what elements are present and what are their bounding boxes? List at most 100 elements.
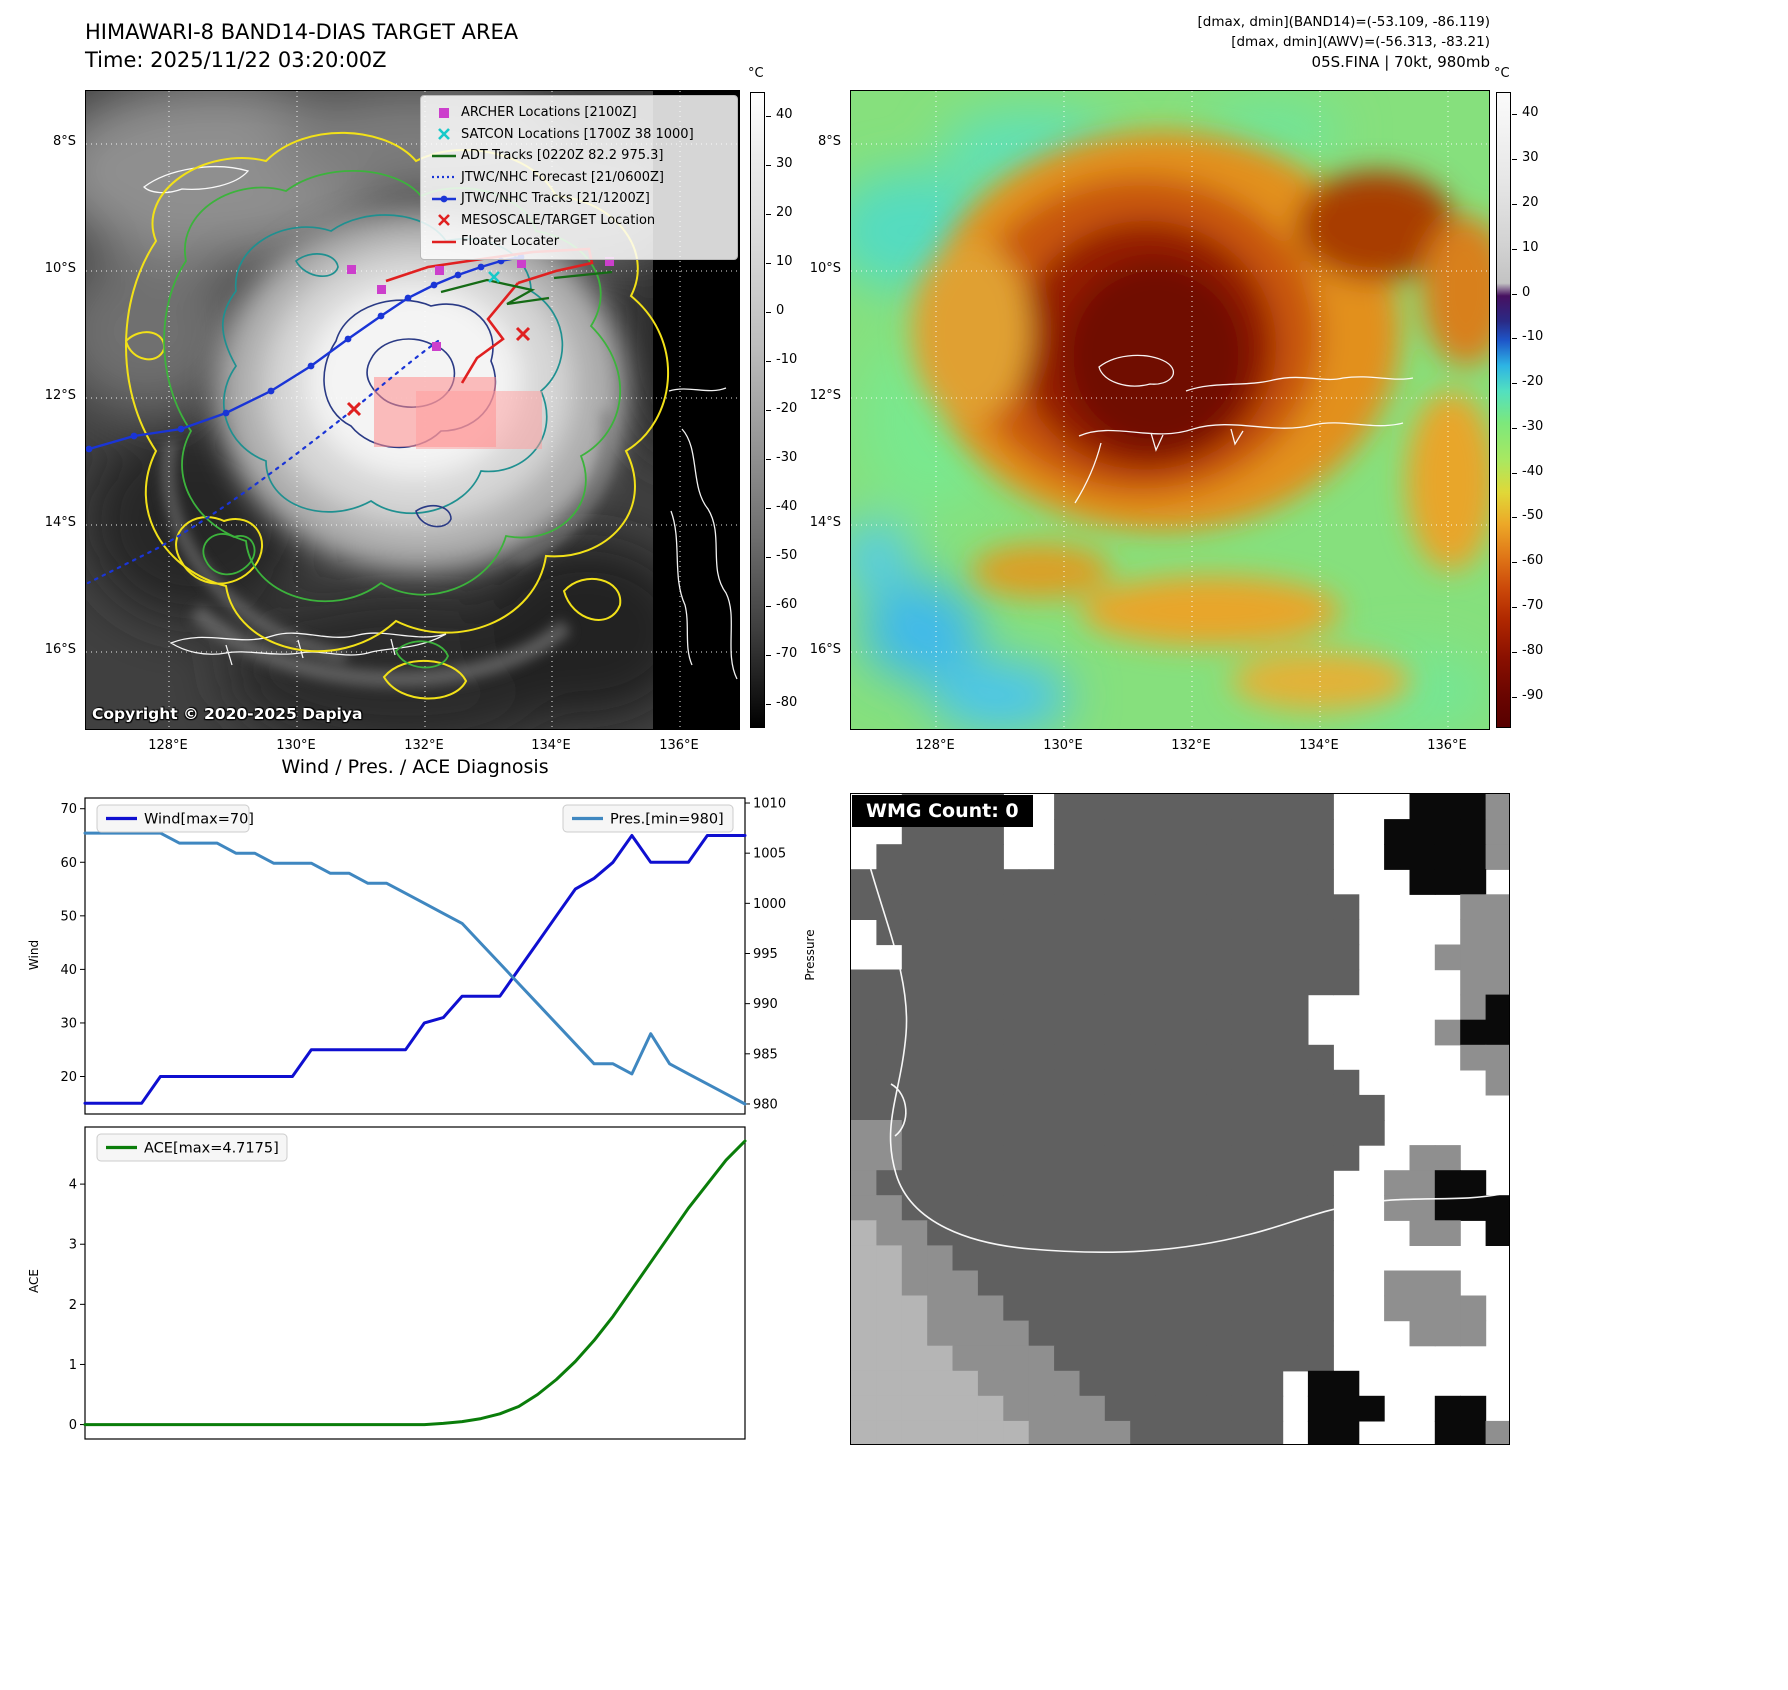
colorbar-tick-label: -40 [776,498,798,514]
lon-tick-label: 134°E [1299,738,1339,753]
colorbar-tick-label: 40 [1522,105,1539,121]
band14-lon-axis: 128°E 130°E 132°E 134°E 136°E [85,738,740,758]
wmg-pixel-map [851,794,1509,1444]
dmax-dmin-band14: [dmax, dmin](BAND14)=(-53.109, -86.119) [1197,14,1490,30]
band14-colorbar-gradient [750,92,765,728]
colorbar-tick-label: 10 [776,254,793,270]
lon-tick-label: 128°E [915,738,955,753]
coastline [143,166,738,680]
awv-colorbar-unit: °C [1494,66,1510,81]
x-marker-icon [429,213,459,227]
lon-tick-label: 132°E [404,738,444,753]
awv-satellite-image [851,91,1489,729]
line-marker-icon [429,149,459,163]
colorbar-tick-mark [1512,293,1517,295]
dotted-marker-icon [429,170,459,184]
colorbar-tick-mark [1512,607,1517,609]
colorbar-tick-label: -70 [776,645,798,661]
lat-tick-label: 14°S [809,515,841,530]
band14-time-subtitle: Time: 2025/11/22 03:20:00Z [85,48,387,72]
colorbar-tick-mark [1512,472,1517,474]
colorbar-tick-mark [1512,338,1517,340]
lat-tick-label: 10°S [44,261,76,276]
tick-label: 70 [60,802,77,817]
colorbar-tick-label: 20 [776,205,793,221]
line-marker-icon [429,235,459,249]
colorbar-tick-label: 30 [1522,150,1539,166]
tick-label: 2 [69,1298,77,1313]
legend-label: ARCHER Locations [2100Z] [461,105,637,121]
dmax-dmin-awv: [dmax, dmin](AWV)=(-56.313, -83.21) [1231,34,1490,50]
colorbar-tick-label: -10 [1522,329,1544,345]
lat-tick-label: 12°S [809,388,841,403]
colorbar-tick-mark [766,263,771,265]
colorbar-tick-mark [766,116,771,118]
awv-map-panel [850,90,1490,730]
colorbar-tick-mark [766,507,771,509]
colorbar-tick-label: -90 [1522,687,1544,703]
band14-title-block: HIMAWARI-8 BAND14-DIAS TARGET AREA Time:… [85,18,518,74]
colorbar-tick-mark [1512,248,1517,250]
tick-label: 1005 [753,847,786,862]
ace-chart: 0 1 2 3 4 ACE[max=4.7175] [69,1126,747,1440]
pres-series-line [83,831,747,1106]
colorbar-tick-label: 30 [776,156,793,172]
chart-legend-label: Pres.[min=980] [610,812,724,828]
lon-tick-label: 136°E [659,738,699,753]
lat-tick-label: 16°S [809,642,841,657]
colorbar-tick-label: -70 [1522,598,1544,614]
adt-track [440,270,613,306]
colorbar-tick-mark [1512,562,1517,564]
wind-series-line [83,834,747,1105]
lon-tick-label: 130°E [276,738,316,753]
tick-label: 3 [69,1238,77,1253]
line-dot-marker-icon [429,192,459,206]
storm-id-intensity: 05S.FINA | 70kt, 980mb [1311,53,1490,71]
colorbar-tick-mark [766,165,771,167]
tick-label: 30 [60,1016,77,1031]
awv-header-block: [dmax, dmin](BAND14)=(-53.109, -86.119) … [900,12,1490,72]
legend-item: SATCON Locations [1700Z 38 1000] [429,124,729,146]
colorbar-tick-mark [766,458,771,460]
colorbar-tick-label: -30 [776,449,798,465]
legend-item: Floater Locater [429,231,729,253]
legend-item: MESOSCALE/TARGET Location [429,210,729,232]
colorbar-tick-label: -50 [1522,508,1544,524]
tick-label: 1 [69,1358,77,1373]
wind-pressure-chart: 20 30 40 50 60 70 980 985 990 995 1000 1005 1010 Wind… [60,797,786,1115]
tick-label: 995 [753,947,778,962]
lon-tick-label: 134°E [531,738,571,753]
lat-tick-label: 16°S [44,642,76,657]
wmg-count-badge: WMG Count: 0 [852,795,1033,827]
colorbar-tick-label: 0 [776,303,785,319]
legend-item: JTWC/NHC Tracks [21/1200Z] [429,188,729,210]
square-marker-icon [429,106,459,120]
colorbar-tick-label: -20 [776,401,798,416]
coastline [1074,354,1414,504]
colorbar-tick-mark [1512,427,1517,429]
pressure-axis-label: Pressure [803,929,817,981]
colorbar-tick-label: 20 [1522,194,1539,210]
lat-tick-label: 14°S [44,515,76,530]
colorbar-tick-label: -10 [776,352,798,368]
colorbar-tick-label: 0 [1522,284,1531,300]
awv-colorbar-gradient [1496,92,1511,728]
wmg-panel: WMG Count: 0 [850,793,1510,1445]
tick-label: 985 [753,1047,778,1062]
legend-item: JTWC/NHC Forecast [21/0600Z] [429,167,729,189]
legend-label: SATCON Locations [1700Z 38 1000] [461,126,694,142]
legend-item: ARCHER Locations [2100Z] [429,102,729,124]
colorbar-tick-mark [1512,114,1517,116]
x-marker-icon [429,127,459,141]
archer-markers [347,257,614,351]
colorbar-tick-mark [1512,159,1517,161]
colorbar-tick-mark [766,312,771,314]
colorbar-tick-label: -80 [776,694,798,710]
diagnosis-title: Wind / Pres. / ACE Diagnosis [281,756,549,778]
colorbar-tick-mark [766,703,771,705]
band14-colorbar: 40 30 20 10 0 -10 -20 -30 -40 -50 -60 -70 -80 [750,92,820,732]
colorbar-tick-mark [1512,383,1517,385]
colorbar-tick-mark [1512,203,1517,205]
lat-tick-label: 10°S [809,261,841,276]
colorbar-tick-label: -30 [1522,418,1544,434]
